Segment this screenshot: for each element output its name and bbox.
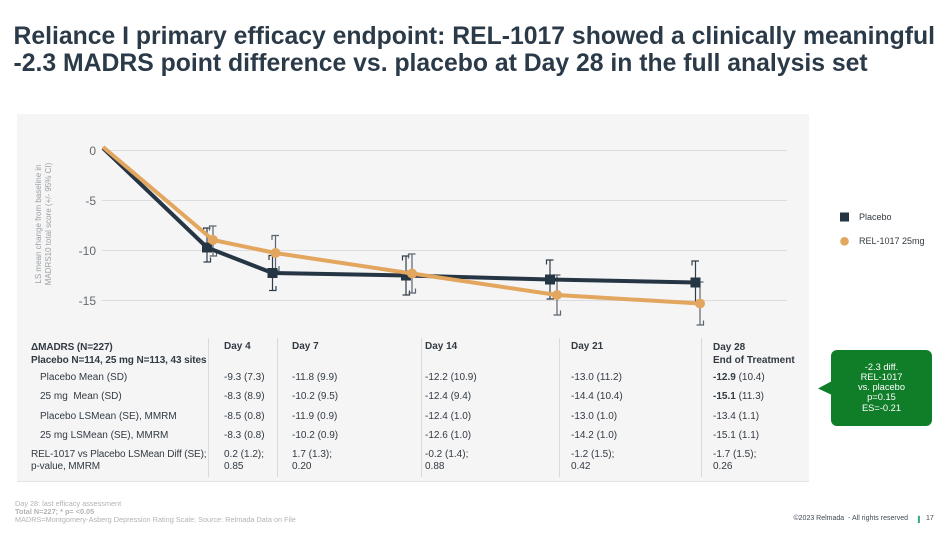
svg-text:MADRS10 total score (+/- 95% C: MADRS10 total score (+/- 95% CI) (44, 162, 53, 285)
svg-text:-10: -10 (79, 244, 97, 258)
svg-text:-15: -15 (79, 294, 97, 308)
svg-text:LS mean change from baseline i: LS mean change from baseline in (34, 164, 43, 283)
svg-text:-5: -5 (85, 194, 96, 208)
svg-text:0: 0 (89, 144, 96, 158)
